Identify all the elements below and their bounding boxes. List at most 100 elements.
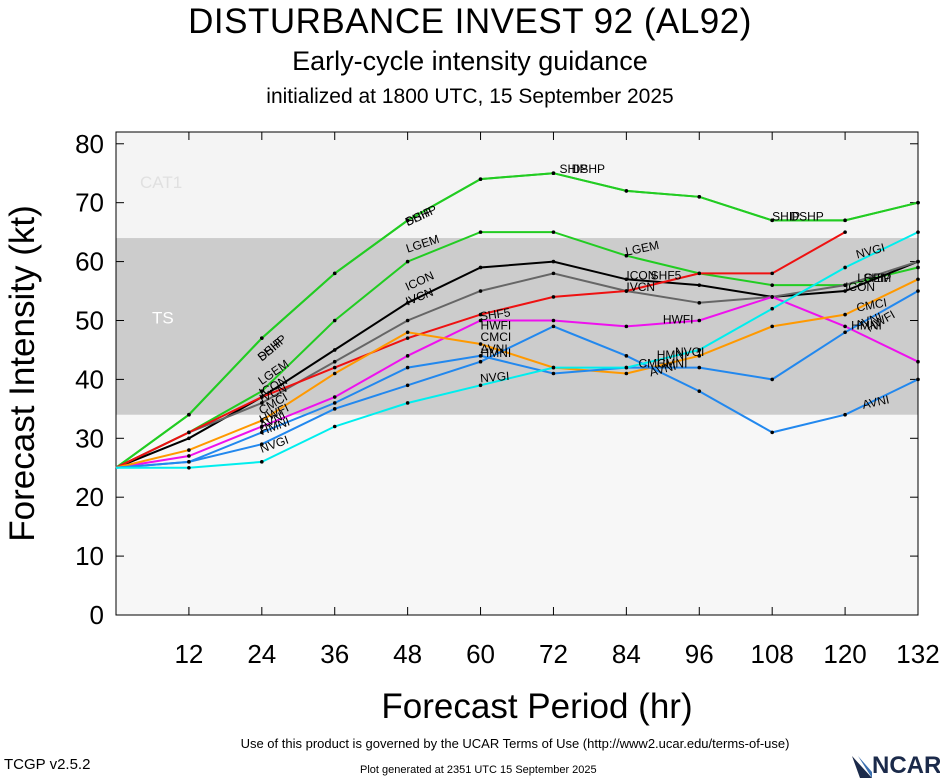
data-point xyxy=(551,259,556,264)
data-point xyxy=(697,389,702,393)
x-tick-label: 12 xyxy=(174,639,203,669)
data-point xyxy=(624,189,629,193)
y-tick-label: 60 xyxy=(75,247,104,277)
y-tick-label: 40 xyxy=(75,364,104,394)
data-point xyxy=(332,365,337,370)
data-point xyxy=(697,318,702,323)
y-tick-label: 20 xyxy=(75,482,104,512)
data-point xyxy=(187,454,191,458)
data-point xyxy=(624,365,629,370)
series-line-nvgi xyxy=(116,231,919,469)
data-point xyxy=(916,277,920,282)
data-point xyxy=(916,230,920,234)
data-point xyxy=(624,324,629,329)
data-point xyxy=(843,289,847,293)
data-point xyxy=(770,306,774,311)
ncar-logo-icon xyxy=(852,756,872,778)
intensity-chart: CAT1 TS 0 10 20 30 40 50 60 70 80 12 24 36 48 60 72 84 96 1… xyxy=(3,129,940,726)
data-point xyxy=(405,383,410,388)
data-point xyxy=(478,359,483,364)
y-tick-label: 50 xyxy=(75,305,104,335)
model-label: SHF5 xyxy=(479,305,512,323)
data-point xyxy=(916,200,920,205)
data-point xyxy=(916,265,920,270)
data-point xyxy=(843,324,847,329)
x-tick-label: 84 xyxy=(612,639,641,669)
x-tick-label: 60 xyxy=(466,639,495,669)
chart-title: DISTURBANCE INVEST 92 (AL92) xyxy=(188,2,752,41)
y-tick-label: 10 xyxy=(75,541,104,571)
data-point xyxy=(332,424,337,429)
data-point xyxy=(260,430,264,435)
model-label: HMNI xyxy=(851,318,882,332)
data-point xyxy=(770,430,774,435)
x-axis-label: Forecast Period (hr) xyxy=(381,687,692,726)
data-point xyxy=(697,271,702,276)
x-tick-label: 72 xyxy=(539,639,568,669)
model-label: SHIP xyxy=(772,209,800,223)
data-point xyxy=(478,230,483,234)
data-point xyxy=(405,218,410,223)
data-point xyxy=(332,371,337,376)
data-point xyxy=(260,460,264,464)
series-line-hmni xyxy=(115,290,919,469)
data-point xyxy=(478,383,483,388)
data-point xyxy=(551,230,556,234)
data-point xyxy=(843,230,847,234)
data-point xyxy=(770,271,774,276)
data-point xyxy=(260,336,264,340)
model-label: IVCN xyxy=(626,280,655,294)
data-point xyxy=(843,312,847,317)
series-line-cmci xyxy=(115,278,919,469)
data-point xyxy=(260,424,264,429)
x-tick-label: 96 xyxy=(685,639,714,669)
series-line-ivcn xyxy=(115,260,919,469)
data-point xyxy=(478,177,483,181)
model-label: ICON xyxy=(626,268,656,282)
generated-timestamp: Plot generated at 2351 UTC 15 September … xyxy=(360,764,597,776)
x-tick-label: 48 xyxy=(393,639,422,669)
data-point xyxy=(332,395,337,399)
data-point xyxy=(770,295,774,299)
model-label: HMNI xyxy=(657,357,688,371)
chart-subtitle: Early-cycle intensity guidance xyxy=(292,46,648,76)
data-point xyxy=(187,412,191,417)
data-point xyxy=(260,395,264,399)
data-point xyxy=(405,301,410,305)
model-label: NVGI xyxy=(480,369,510,386)
data-point xyxy=(405,401,410,405)
data-point xyxy=(551,295,556,299)
data-point xyxy=(332,407,337,411)
data-point xyxy=(843,330,847,335)
data-point xyxy=(405,259,410,264)
data-point xyxy=(332,401,337,405)
model-label: AVNI xyxy=(481,342,508,356)
model-label: AVNI xyxy=(861,392,890,411)
model-label: CMCI xyxy=(481,330,512,344)
data-point xyxy=(624,253,629,258)
data-point xyxy=(916,377,920,382)
data-point xyxy=(332,271,337,276)
x-tick-label: 120 xyxy=(823,639,866,669)
ncar-logo-text: NCAR xyxy=(872,752,940,779)
model-label: HWFI xyxy=(481,318,512,332)
data-point xyxy=(405,365,410,370)
model-label: HWFI xyxy=(663,312,694,326)
model-label: LGEM xyxy=(857,271,891,285)
model-label: SHIP xyxy=(560,162,588,176)
data-point xyxy=(551,271,556,276)
band-label-cat1: CAT1 xyxy=(140,173,182,192)
data-point xyxy=(478,354,483,358)
x-tick-label: 24 xyxy=(247,639,276,669)
data-point xyxy=(405,330,410,335)
data-point xyxy=(478,318,483,323)
model-label: CMCI xyxy=(855,295,888,314)
data-point xyxy=(916,289,920,293)
data-point xyxy=(624,354,629,358)
data-point xyxy=(770,324,774,329)
data-point xyxy=(187,448,191,452)
data-point xyxy=(260,418,264,423)
data-point xyxy=(697,301,702,305)
data-point xyxy=(697,283,702,287)
model-label: AVNI xyxy=(648,359,678,380)
